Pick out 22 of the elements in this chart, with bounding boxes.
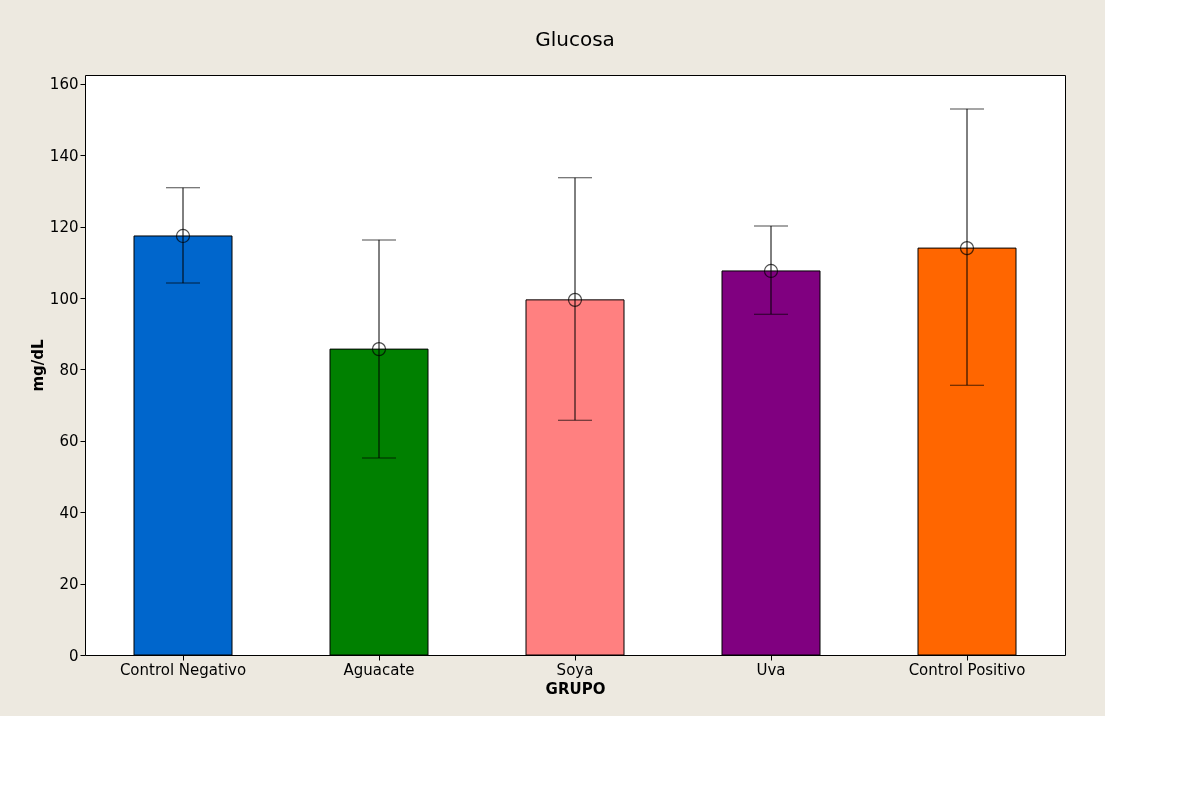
point (175, 228, 191, 244)
x-tick-label: Control Negativo (119, 660, 247, 679)
x-tick-label: Aguacate (343, 660, 415, 679)
y-tick-label: 100 (49, 289, 79, 308)
chart-title: Glucosa (535, 27, 615, 51)
y-tick-label: 80 (59, 360, 79, 379)
point (371, 342, 387, 357)
y-tick-label: 40 (59, 503, 79, 522)
y-tick-label: 160 (49, 75, 79, 94)
point (567, 292, 583, 307)
point (763, 263, 779, 279)
x-axis-title: GRUPO (545, 679, 606, 698)
x-tick-label: Soya (556, 660, 594, 679)
y-tick-label: 60 (59, 432, 79, 451)
y-tick-label: 140 (49, 146, 79, 165)
y-tick-label: 120 (49, 218, 79, 237)
x-tick-label: Control Positivo (908, 660, 1026, 679)
x-tick-label: Uva (756, 660, 786, 679)
y-tick-label: 0 (68, 646, 79, 665)
y-tick-label: 20 (59, 575, 79, 594)
point (959, 241, 975, 256)
y-axis-title: mg/dL (28, 339, 47, 392)
